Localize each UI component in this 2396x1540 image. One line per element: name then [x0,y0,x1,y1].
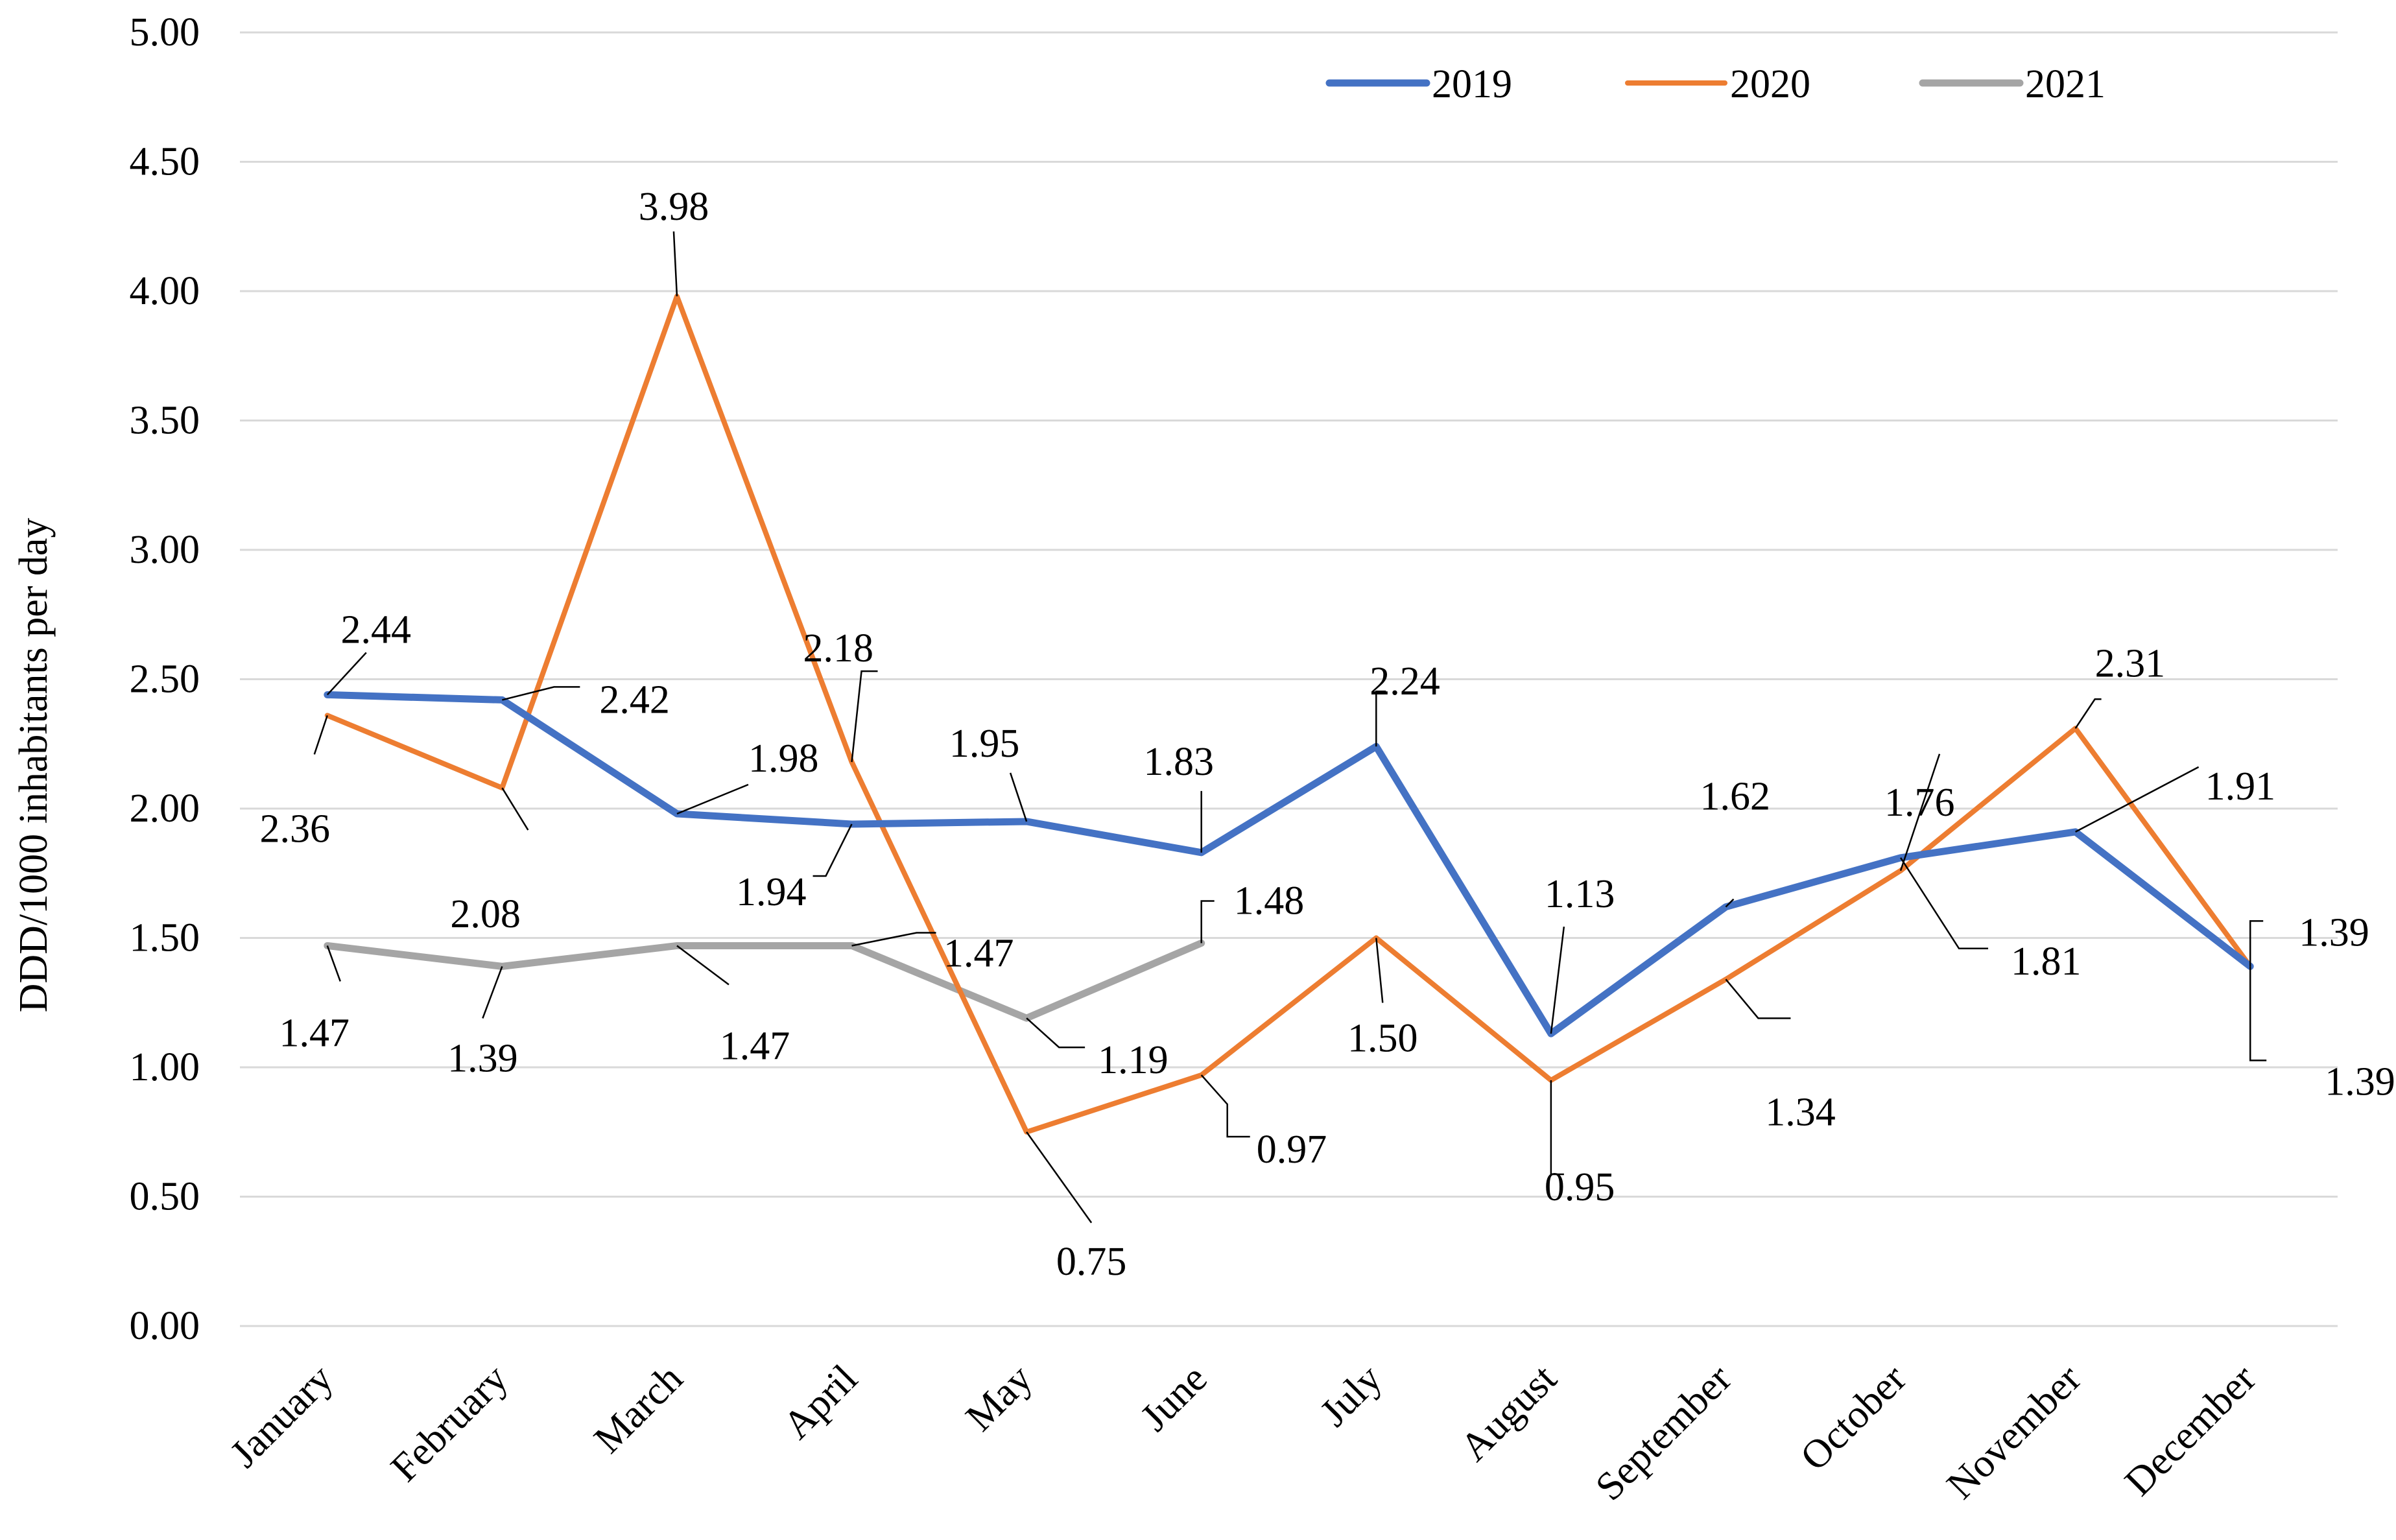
y-axis-ticks: 0.00 0.50 1.00 1.50 2.00 2.50 3.00 3.50 4.00 4.50… [130,10,200,1348]
data-label-2020: 0.97 [1257,1128,1327,1172]
y-tick-label: 5.00 [130,10,200,54]
data-label-2019: 2.44 [341,608,412,652]
leader-line [851,670,878,763]
y-tick-label: 1.50 [130,916,200,960]
data-label-2020: 1.34 [1765,1090,1836,1134]
leader-line [1725,978,1791,1019]
data-label-2020: 1.76 [1884,781,1955,825]
y-tick-label: 4.00 [130,269,200,313]
data-label-2019: 1.95 [949,722,1020,766]
data-label-2021: 1.47 [720,1024,790,1068]
leader-line [676,783,749,815]
data-label-2019: 1.81 [2011,940,2082,984]
leader-line [1899,857,1989,950]
data-label-2019: 2.24 [1370,659,1440,704]
data-label-2019: 1.13 [1545,872,1615,916]
data-label-2019: 2.42 [599,678,670,722]
data-label-2019: 1.62 [1700,775,1770,819]
leader-line [672,231,678,297]
data-label-2019: 1.94 [736,870,807,914]
leader-line [851,932,936,947]
leader-line [1899,753,1941,871]
y-tick-label: 0.00 [130,1304,200,1348]
y-axis-title: DDD/1000 inhabitants per day [12,518,56,1013]
data-label-2021: 1.19 [1098,1038,1168,1082]
data-label-2019: 1.83 [1143,740,1214,784]
data-label-2019: 1.39 [2325,1060,2395,1104]
leader-line [1026,1131,1093,1224]
data-label-2020: 2.31 [2095,641,2166,685]
gridlines [240,31,2338,1327]
y-tick-label: 0.50 [130,1175,200,1219]
y-tick-label: 3.50 [130,399,200,443]
data-label-2021: 1.47 [943,931,1014,975]
leader-line [2249,920,2264,967]
leader-line [502,686,580,701]
series-line-2019 [324,691,2254,1037]
data-label-2019: 1.91 [2205,764,2276,809]
leader-line [813,823,853,877]
leader-line [2249,966,2267,1061]
leader-line [1200,900,1215,943]
leader-line [2075,766,2200,833]
data-labels: 2.44 2.42 1.98 1.94 1.95 1.83 2.24 1.13 1.62 1.81… [260,185,2395,1284]
y-tick-label: 3.00 [130,528,200,572]
leader-line [1550,926,1565,1034]
leader-line [326,945,341,982]
data-label-2020: 3.98 [639,185,709,229]
legend: 2019 2020 2021 [1325,62,2105,106]
data-label-2020: 1.50 [1347,1017,1418,1061]
data-label-2020: 2.08 [450,892,521,936]
leader-line [1725,898,1735,908]
leader-line [501,787,529,831]
series-line-2020 [324,293,2253,1135]
leader-line [1200,1074,1250,1138]
leader-line [2074,698,2102,729]
leader-line [313,715,328,755]
y-tick-label: 2.50 [130,657,200,702]
data-label-2020: 0.75 [1056,1240,1127,1284]
data-label-2020: 2.18 [803,626,874,670]
y-tick-label: 4.50 [130,140,200,184]
data-label-2021: 1.39 [447,1036,518,1080]
y-tick-label: 2.00 [130,787,200,831]
leader-line [326,652,367,696]
leader-line [1009,772,1028,822]
legend-label-2021: 2021 [2025,62,2105,106]
data-label-2021: 1.47 [279,1011,350,1055]
series-line-2021 [324,939,1205,1022]
data-label-2021: 1.48 [1234,879,1305,923]
legend-label-2020: 2020 [1730,62,1810,106]
leader-line [1026,1017,1085,1048]
leader-line [1375,938,1384,1003]
data-label-2020: 1.39 [2299,910,2369,954]
legend-label-2019: 2019 [1432,62,1512,106]
data-label-2019: 1.98 [748,737,819,781]
y-tick-label: 1.00 [130,1045,200,1089]
leader-line [482,965,503,1019]
data-label-2020: 2.36 [260,807,331,851]
data-label-2020: 0.95 [1545,1165,1615,1209]
leader-line [1375,690,1386,747]
leader-line [676,945,729,986]
series-lines [324,293,2254,1135]
leader-line [1550,1080,1564,1176]
